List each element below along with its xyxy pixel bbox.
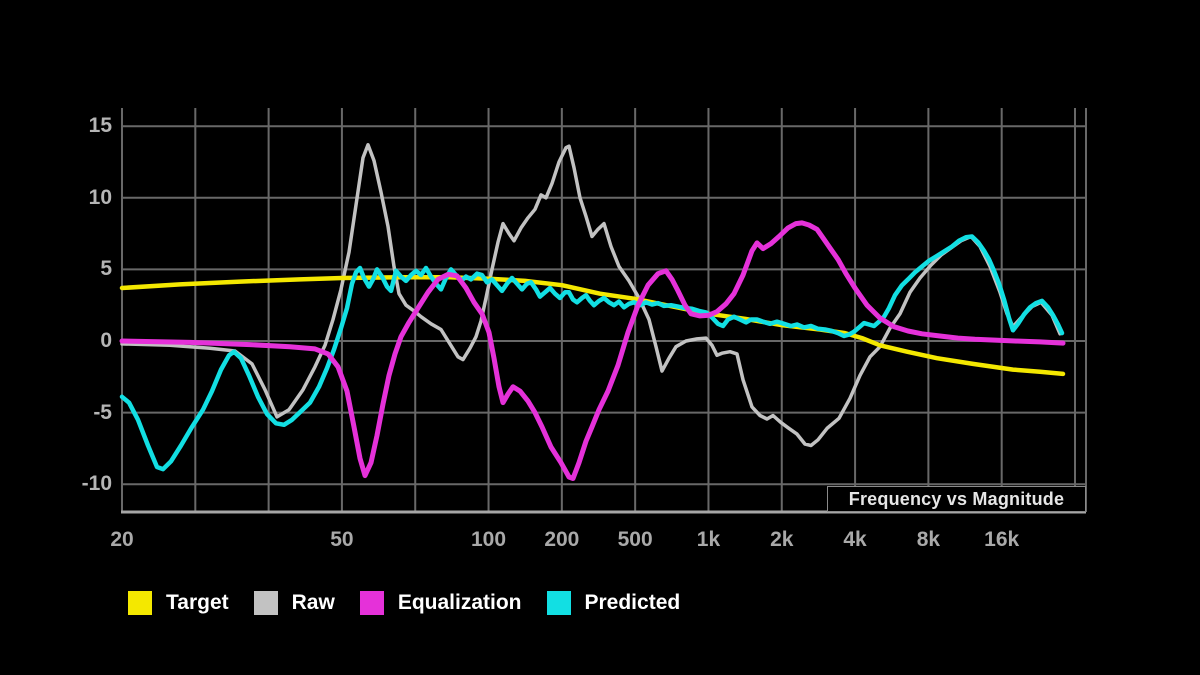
legend-label: Target: [166, 591, 229, 614]
legend-item-raw: Raw: [253, 591, 335, 615]
x-axis-tick-label: 500: [617, 528, 653, 551]
equalization-color-swatch: [359, 591, 384, 615]
y-axis-tick-label: 10: [88, 185, 112, 209]
curve-equalization: [119, 220, 1066, 481]
target-color-swatch: [128, 591, 152, 615]
x-axis-tick-label: 50: [330, 528, 354, 551]
x-axis-tick-label: 4k: [843, 528, 867, 551]
series-curves: [119, 143, 1066, 481]
x-axis-tick-label: 100: [471, 528, 507, 551]
legend-label: Raw: [291, 591, 335, 614]
y-axis-tick-label: 15: [88, 114, 112, 138]
legend-item-predicted: Predicted: [546, 591, 681, 615]
curve-predicted: [119, 234, 1065, 472]
y-axis-tick-label: -10: [81, 472, 112, 496]
predicted-color-swatch: [546, 591, 571, 615]
y-axis-tick-label: 5: [100, 257, 112, 281]
curve-raw: [120, 143, 1062, 448]
x-axis-tick-label: 1k: [696, 528, 721, 551]
raw-color-swatch: [253, 591, 278, 615]
chart-title: Frequency vs Magnitude: [848, 488, 1065, 509]
x-axis-tick-label: 20: [110, 528, 134, 551]
legend-item-equalization: Equalization: [359, 591, 522, 615]
legend-label: Predicted: [584, 591, 681, 614]
y-axis-tick-label: 0: [100, 329, 112, 352]
legend-label: Equalization: [397, 591, 522, 614]
curve-target: [119, 275, 1066, 377]
x-axis-tick-label: 16k: [984, 528, 1020, 551]
grid-lines: [121, 108, 1087, 514]
x-axis-tick-label: 8k: [916, 528, 941, 551]
chart-legend: Target Raw Equalization Predicted: [128, 591, 680, 615]
legend-item-target: Target: [128, 591, 229, 615]
x-axis-tick-label: 200: [544, 528, 580, 551]
chart-title-box: Frequency vs Magnitude: [827, 486, 1086, 512]
x-axis-tick-label: 2k: [770, 528, 794, 551]
y-axis-tick-label: -5: [93, 400, 112, 424]
